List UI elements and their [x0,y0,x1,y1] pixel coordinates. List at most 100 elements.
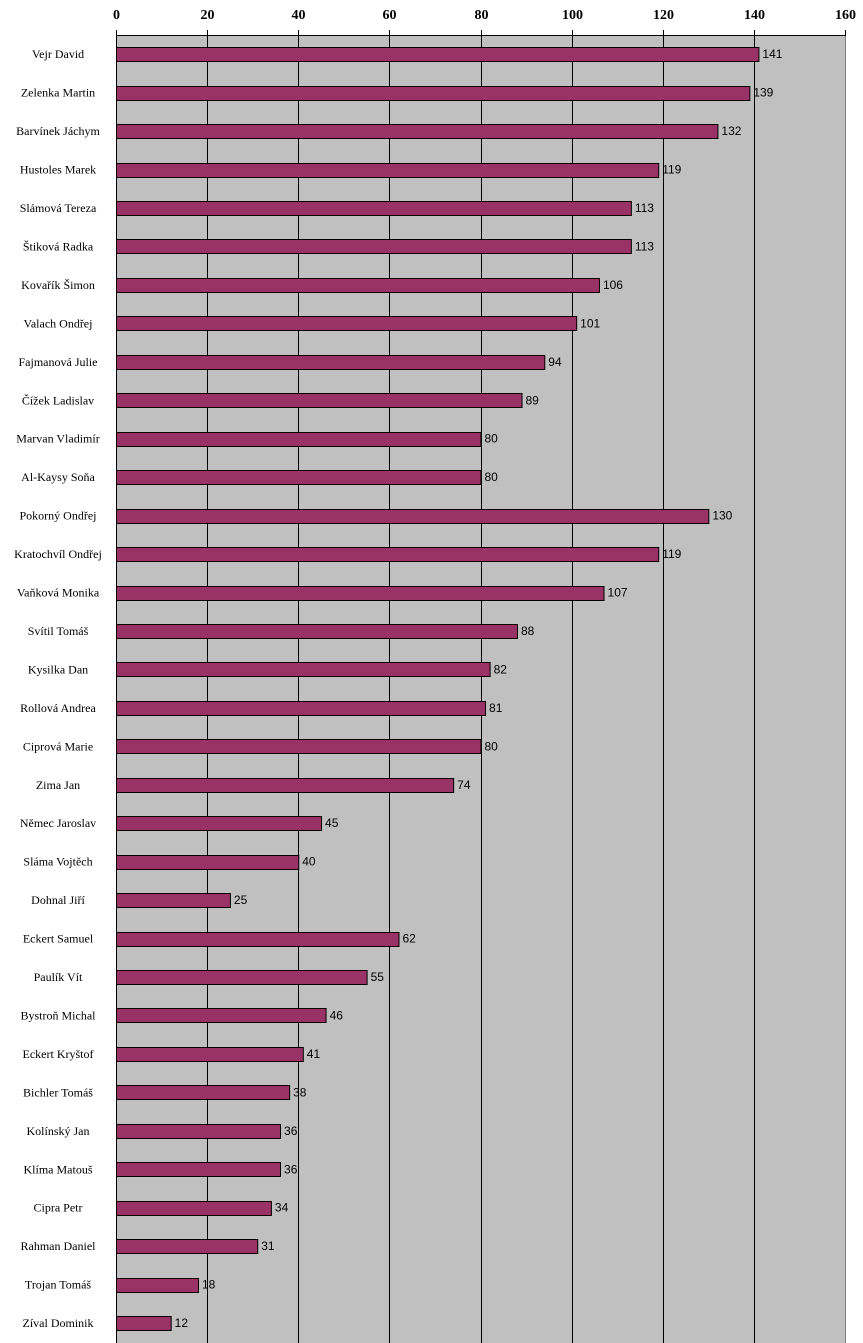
category-label: Kratochvíl Ondřej [14,547,102,561]
bar [116,739,482,754]
data-label: 62 [402,932,416,946]
bar [116,124,719,139]
bar [116,201,632,216]
bar [116,509,710,524]
bar [116,1124,282,1139]
category-label: Paulík Vít [34,970,83,984]
category-label: Marvan Vladimír [16,432,99,446]
data-label: 36 [284,1124,298,1138]
category-label: Ciprová Marie [23,739,93,753]
category-label: Fajmanová Julie [19,355,98,369]
data-label: 41 [307,1047,321,1061]
bar [116,278,600,293]
data-label: 113 [635,239,654,253]
category-label: Svítil Tomáš [28,624,89,638]
data-label: 46 [330,1008,344,1022]
category-label: Valach Ondřej [24,316,93,330]
data-label: 25 [234,893,248,907]
bar [116,547,660,562]
category-label: Slámová Tereza [20,201,97,215]
bar [116,1316,172,1331]
category-label: Barvínek Jáchym [16,124,100,138]
category-label: Rahman Daniel [21,1239,97,1253]
bar [116,1047,304,1062]
category-label: Dohnal Jiří [31,893,85,907]
category-label: Sláma Vojtěch [23,855,92,869]
category-label: Pokorný Ondřej [20,509,97,523]
category-label: Bystroň Michal [21,1008,97,1022]
data-label: 80 [485,739,499,753]
data-label: 40 [302,855,316,869]
data-label: 119 [662,163,681,177]
data-label: 31 [261,1239,275,1253]
x-tick-label: 80 [475,8,489,23]
category-label: Kolínský Jan [27,1124,90,1138]
category-label: Eckert Samuel [23,932,94,946]
data-label: 107 [608,586,628,600]
category-label: Hustoles Marek [20,163,96,177]
data-label: 89 [526,393,540,407]
data-label: 130 [712,509,732,523]
category-label: Cipra Petr [34,1201,83,1215]
data-label: 55 [371,970,385,984]
bar [116,1278,200,1293]
data-label: 34 [275,1201,289,1215]
data-label: 139 [753,86,773,100]
data-label: 38 [293,1085,307,1099]
bar [116,816,323,831]
x-tick-label: 0 [113,8,120,23]
bar [116,355,546,370]
category-label: Zelenka Martin [21,86,95,100]
bar [116,586,605,601]
bar [116,1162,282,1177]
data-label: 88 [521,624,535,638]
bar [116,432,482,447]
bar [116,1085,291,1100]
category-label: Eckert Kryštof [23,1047,94,1061]
bar [116,855,300,870]
data-label: 106 [603,278,623,292]
x-tick-label: 140 [744,8,765,23]
bar [116,86,751,101]
bar [116,932,400,947]
bar [116,470,482,485]
bar [116,163,660,178]
bar [116,970,368,985]
bar [116,701,487,716]
data-label: 74 [457,778,471,792]
category-label: Kovařík Šimon [21,278,95,292]
bar [116,316,578,331]
bar [116,47,760,62]
data-label: 132 [721,124,741,138]
x-tick-label: 120 [653,8,674,23]
data-label: 80 [485,432,499,446]
data-label: 81 [489,701,503,715]
bar [116,1201,272,1216]
data-label: 18 [202,1278,216,1292]
category-label: Němec Jaroslav [20,816,96,830]
plot-area [116,35,845,1343]
data-label: 82 [494,662,508,676]
bar [116,662,491,677]
category-label: Rollová Andrea [20,701,96,715]
data-label: 45 [325,816,339,830]
x-tick-label: 20 [201,8,215,23]
category-label: Klíma Matouš [24,1162,93,1176]
data-label: 36 [284,1162,298,1176]
category-label: Zima Jan [36,778,80,792]
category-label: Bichler Tomáš [23,1085,93,1099]
bar [116,778,455,793]
bar [116,393,523,408]
category-label: Kysilka Dan [28,662,88,676]
data-label: 141 [762,47,782,61]
category-label: Čížek Ladislav [22,393,94,407]
category-label: Vejr David [32,47,84,61]
category-label: Trojan Tomáš [25,1278,92,1292]
data-label: 12 [175,1316,189,1330]
bar [116,624,518,639]
bar [116,1239,259,1254]
data-label: 94 [548,355,562,369]
data-label: 119 [662,547,681,561]
x-tick-label: 40 [292,8,306,23]
